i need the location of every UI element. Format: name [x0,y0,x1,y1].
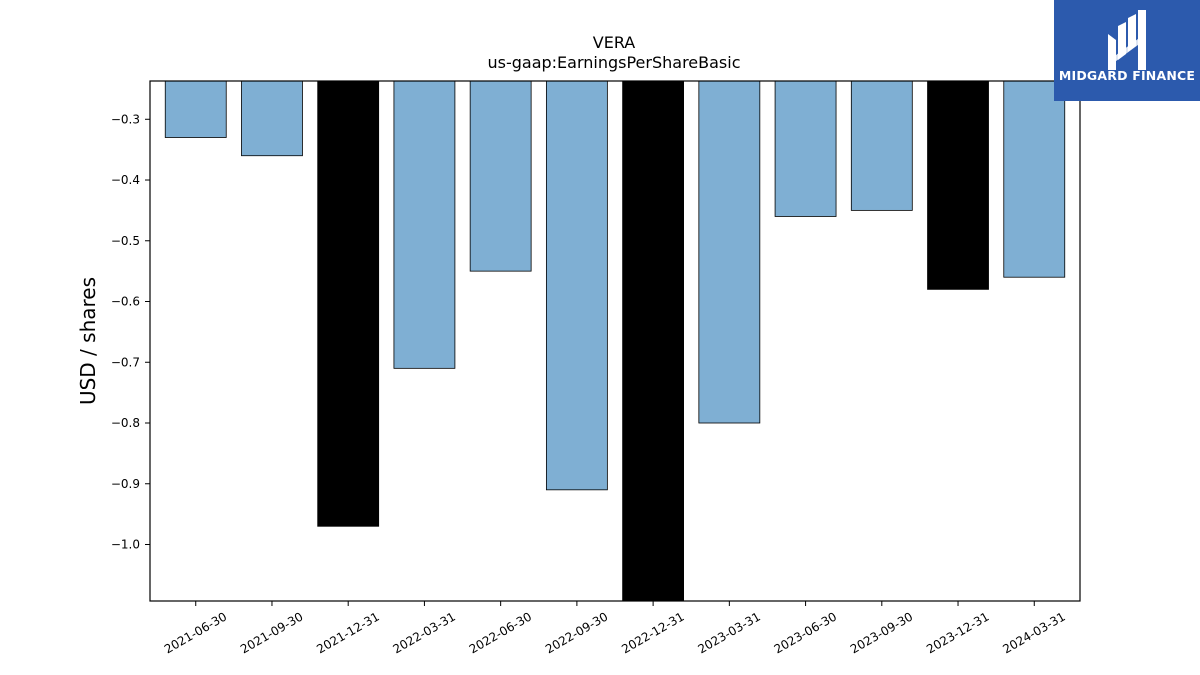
x-tick-label: 2023-06-30 [772,609,839,656]
bar-2023-09-30 [850,80,913,211]
y-tick-label: −0.5 [111,234,140,248]
chart-title: VERA [593,33,636,52]
bar-2022-12-31 [622,80,684,602]
bar-2022-09-30 [545,80,608,491]
midgard-finance-logo: MIDGARD FINANCE [1054,0,1200,101]
y-tick-label: −0.9 [111,477,140,491]
y-axis-label: USD / shares [76,277,100,405]
y-tick-label: −0.3 [111,112,140,126]
x-tick-label: 2023-03-31 [695,609,762,656]
bar-2023-03-31 [698,80,761,424]
bar-2022-03-31 [393,80,456,369]
x-tick-label: 2023-09-30 [848,609,915,656]
x-tick-label: 2021-12-31 [314,609,381,656]
x-tick-label: 2022-09-30 [543,609,610,656]
y-axis: −0.3 −0.4 −0.5 −0.6 −0.7 −0.8 −0.9 −1.0 [111,112,150,552]
bar-2023-12-31 [927,80,989,290]
x-tick-label: 2021-09-30 [238,609,305,656]
y-tick-label: −0.4 [111,173,140,187]
bar-2023-06-30 [774,80,837,217]
x-tick-label: 2024-03-31 [1000,609,1067,656]
bar-2021-09-30 [241,80,303,157]
y-tick-label: −0.6 [111,295,140,309]
logo-text: MIDGARD FINANCE [1058,68,1196,83]
x-tick-label: 2022-03-31 [391,609,458,656]
y-tick-label: −1.0 [111,538,140,552]
bar-series [164,80,1066,602]
y-tick-label: −0.8 [111,416,140,430]
bar-2022-06-30 [469,80,532,272]
bar-2021-12-31 [317,80,380,527]
x-tick-label: 2021-06-30 [162,609,229,656]
x-axis: 2021-06-30 2021-09-30 2021-12-31 2022-03-31… [162,601,1068,656]
x-tick-label: 2023-12-31 [924,609,991,656]
bar-2021-06-30 [164,80,227,138]
bar-2024-03-31 [1003,80,1066,278]
x-tick-label: 2022-12-31 [619,609,686,656]
plot-frame [149,80,1081,602]
chart-subtitle: us-gaap:EarningsPerShareBasic [487,53,740,72]
x-tick-label: 2022-06-30 [467,609,534,656]
midgard-logo-icon [1108,10,1146,70]
y-tick-label: −0.7 [111,355,140,369]
